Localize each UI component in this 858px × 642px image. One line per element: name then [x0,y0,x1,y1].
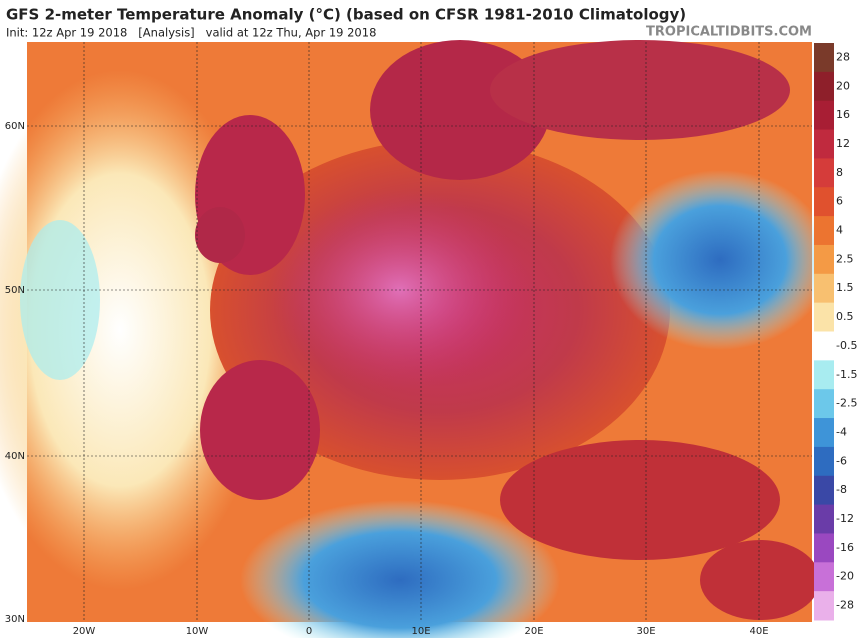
color-swatch [814,360,834,390]
subtitle: Init: 12z Apr 19 2018 [Analysis] valid a… [6,26,376,40]
title: GFS 2-meter Temperature Anomaly (°C) (ba… [6,6,686,24]
color-swatch [814,504,834,534]
legend-label: 16 [836,108,850,121]
legend-label: 4 [836,224,843,237]
legend-label: -1.5 [836,368,857,381]
credit: TROPICALTIDBITS.COM [646,25,812,40]
color-swatch [814,418,834,448]
lat-label: 40N [5,451,25,462]
color-swatch [814,302,834,332]
color-swatch [814,562,834,592]
lon-label: 30E [636,626,655,637]
lon-label: 20W [73,626,96,637]
color-swatch [814,244,834,275]
lon-label: 10E [411,626,430,637]
legend-label: -28 [836,599,854,612]
legend-label: 1.5 [836,281,854,294]
color-swatch [814,475,834,506]
legend-label: 28 [836,50,850,63]
lon-label: 10W [186,626,209,637]
color-swatch [814,216,834,246]
legend-label: 0.5 [836,310,854,323]
color-swatch [814,100,834,131]
lon-label: 0 [306,626,312,637]
lon-label: 40E [749,626,768,637]
legend-label: -16 [836,541,854,554]
legend-label: 2.5 [836,252,854,265]
legend-label: 6 [836,195,843,208]
color-swatch [814,158,834,188]
legend-label: -0.5 [836,339,857,352]
color-swatch [814,533,834,563]
color-swatch [814,273,834,304]
legend-label: 20 [836,79,850,92]
legend-label: 8 [836,166,843,179]
color-swatch [814,43,834,73]
legend-label: -2.5 [836,397,857,410]
color-swatch [814,591,834,621]
color-swatch [814,389,834,419]
legend-label: 12 [836,137,850,150]
legend-label: -4 [836,425,847,438]
lon-label: 20E [524,626,543,637]
legend-label: -6 [836,454,847,467]
legend-label: -12 [836,512,854,525]
color-swatch [814,187,834,217]
legend-label: -8 [836,483,847,496]
lat-label: 30N [5,614,25,625]
legend-label: -20 [836,570,854,583]
color-swatch [814,331,834,361]
color-swatch [814,446,834,477]
color-swatch [814,129,834,159]
lat-label: 60N [5,121,25,132]
color-swatch [814,71,834,102]
map [0,40,830,642]
lat-label: 50N [5,285,25,296]
